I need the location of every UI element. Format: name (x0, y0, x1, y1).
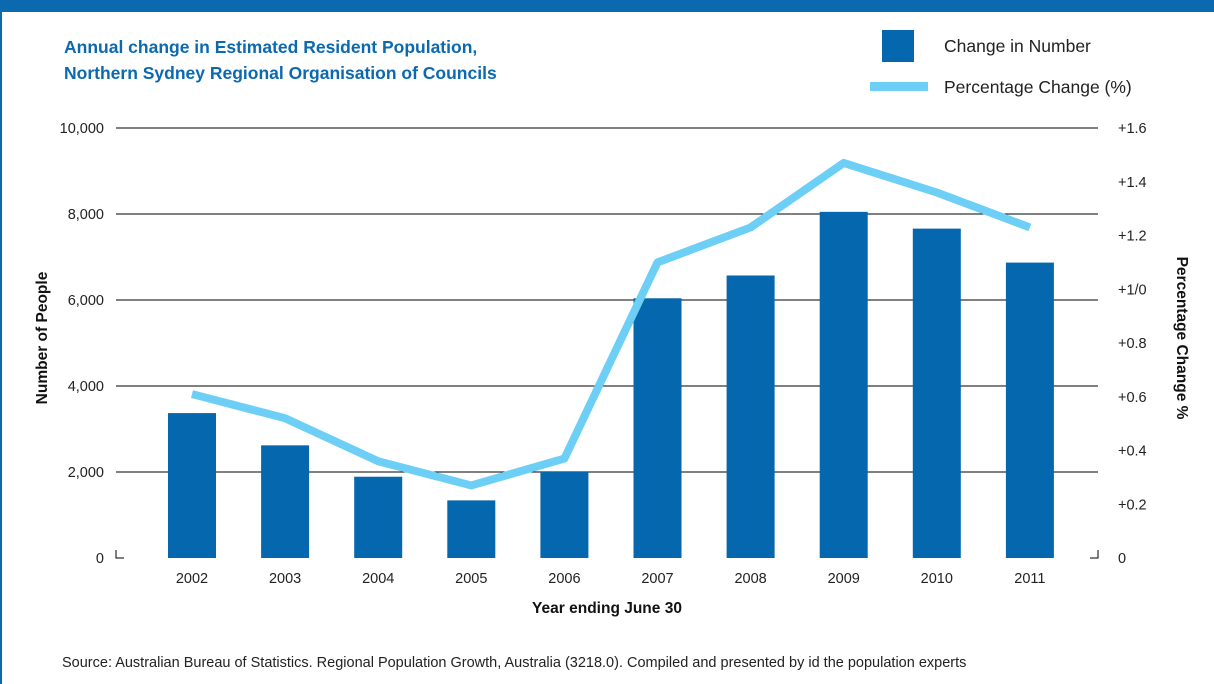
x-tick-label: 2004 (362, 571, 394, 587)
y2-tick-label: +0.2 (1118, 497, 1147, 513)
header-band (0, 0, 1214, 12)
y-tick-label: 4,000 (68, 379, 104, 395)
y2-tick-label: +1.2 (1118, 229, 1147, 245)
x-tick-label: 2003 (269, 571, 301, 587)
chart-title-line-1: Annual change in Estimated Resident Popu… (64, 37, 478, 57)
bar-2010 (912, 228, 961, 558)
y2-tick-label: +1.6 (1118, 121, 1147, 137)
legend-label-percentage-change: Percentage Change (%) (944, 77, 1132, 97)
bar-2008 (726, 275, 775, 558)
y2-tick-label: +1/0 (1118, 282, 1147, 298)
bar-2003 (261, 445, 310, 558)
legend-swatch-line (870, 82, 928, 91)
y2-tick-label: 0 (1118, 551, 1126, 567)
left-axis-corner (115, 550, 124, 559)
y-axis-title: Number of People (34, 271, 51, 404)
x-tick-label: 2006 (548, 571, 580, 587)
bar-2009 (819, 211, 868, 558)
y2-axis-title: Percentage Change % (1173, 257, 1190, 420)
right-axis-corner (1090, 550, 1099, 559)
y-tick-label: 2,000 (68, 465, 104, 481)
source-note: Source: Australian Bureau of Statistics.… (62, 655, 967, 671)
x-tick-label: 2007 (641, 571, 673, 587)
y2-tick-label: +0.4 (1118, 444, 1147, 460)
y2-tick-label: +0.8 (1118, 336, 1147, 352)
bar-2006 (540, 472, 589, 558)
legend-label-change-in-number: Change in Number (944, 36, 1091, 56)
bar-2002 (168, 413, 216, 558)
bar-2005 (447, 500, 496, 558)
y2-tick-label: +0.6 (1118, 390, 1147, 406)
left-border (0, 12, 2, 684)
x-tick-label: 2011 (1014, 571, 1045, 587)
chart-title-line-2: Northern Sydney Regional Organisation of… (64, 63, 497, 83)
y2-tick-label: +1.4 (1118, 175, 1147, 191)
bar-2004 (354, 476, 403, 558)
y-tick-label: 6,000 (68, 293, 104, 309)
y-tick-label: 10,000 (60, 121, 104, 137)
bar-2007 (633, 298, 682, 558)
x-tick-label: 2005 (455, 571, 487, 587)
y-tick-label: 0 (96, 551, 104, 567)
y-tick-label: 8,000 (68, 207, 104, 223)
x-axis-title: Year ending June 30 (532, 600, 682, 617)
percentage-change-line (190, 158, 1032, 490)
x-tick-label: 2009 (828, 571, 860, 587)
x-tick-label: 2008 (734, 571, 766, 587)
bar-2011 (1005, 262, 1054, 558)
chart-title: Annual change in Estimated Resident Popu… (64, 34, 497, 86)
x-tick-label: 2002 (176, 571, 208, 587)
x-tick-label: 2010 (921, 571, 953, 587)
legend-swatch-bar (882, 30, 914, 62)
